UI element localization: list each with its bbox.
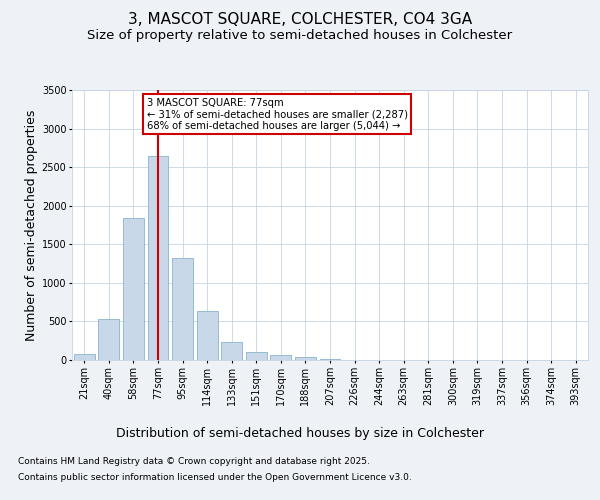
Bar — [246, 352, 267, 360]
Bar — [221, 342, 242, 360]
Bar — [271, 354, 292, 360]
Bar — [320, 359, 340, 360]
Text: 3, MASCOT SQUARE, COLCHESTER, CO4 3GA: 3, MASCOT SQUARE, COLCHESTER, CO4 3GA — [128, 12, 472, 28]
Bar — [148, 156, 169, 360]
Text: 3 MASCOT SQUARE: 77sqm
← 31% of semi-detached houses are smaller (2,287)
68% of : 3 MASCOT SQUARE: 77sqm ← 31% of semi-det… — [147, 98, 408, 131]
Bar — [197, 312, 218, 360]
Text: Contains public sector information licensed under the Open Government Licence v3: Contains public sector information licen… — [18, 472, 412, 482]
Bar — [74, 354, 95, 360]
Y-axis label: Number of semi-detached properties: Number of semi-detached properties — [25, 110, 38, 340]
Text: Size of property relative to semi-detached houses in Colchester: Size of property relative to semi-detach… — [88, 29, 512, 42]
Bar — [98, 319, 119, 360]
Bar — [123, 218, 144, 360]
Text: Contains HM Land Registry data © Crown copyright and database right 2025.: Contains HM Land Registry data © Crown c… — [18, 458, 370, 466]
Text: Distribution of semi-detached houses by size in Colchester: Distribution of semi-detached houses by … — [116, 428, 484, 440]
Bar — [172, 258, 193, 360]
Bar — [295, 358, 316, 360]
